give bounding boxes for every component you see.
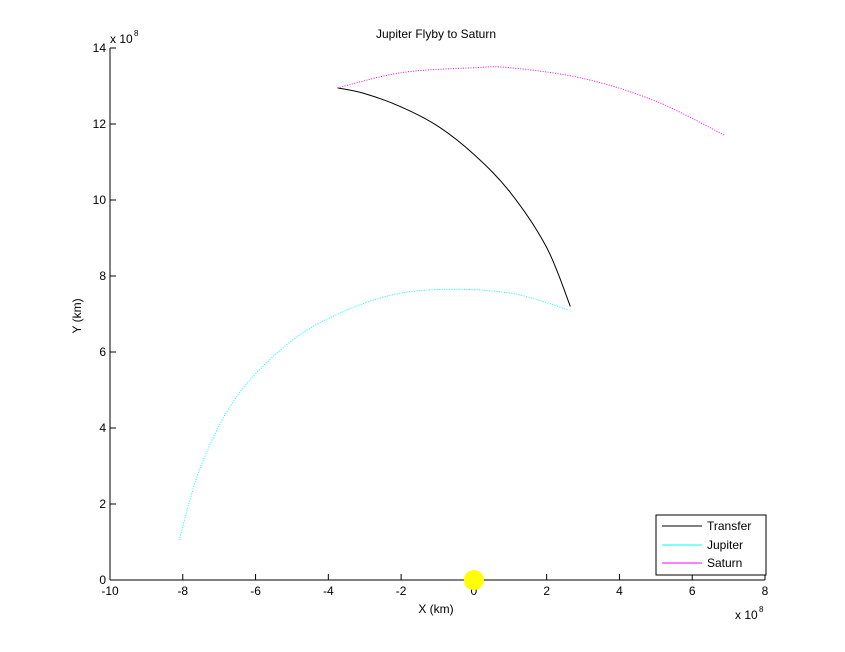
y-tick-label: 14 bbox=[93, 41, 107, 55]
y-exponent: x 10 8 bbox=[110, 29, 139, 46]
legend-label-saturn: Saturn bbox=[707, 556, 742, 570]
legend-label-jupiter: Jupiter bbox=[707, 538, 743, 552]
x-tick-label: -10 bbox=[101, 584, 119, 598]
y-exponent-base: x 10 bbox=[110, 32, 133, 46]
sun-marker bbox=[463, 570, 484, 590]
y-tick-label: 6 bbox=[99, 345, 106, 359]
x-tick-label: 4 bbox=[616, 584, 623, 598]
chart-title: Jupiter Flyby to Saturn bbox=[376, 27, 496, 41]
y-tick-label: 0 bbox=[99, 573, 106, 587]
series-line-transfer bbox=[337, 87, 571, 307]
x-tick-label: -6 bbox=[250, 584, 261, 598]
series-line-jupiter bbox=[178, 288, 569, 541]
legend-item-saturn: Saturn bbox=[662, 556, 742, 570]
x-exponent-base: x 10 bbox=[735, 608, 758, 622]
x-tick-label: -4 bbox=[323, 584, 334, 598]
y-axis-label: Y (km) bbox=[70, 298, 84, 333]
legend: Transfer Jupiter Saturn bbox=[655, 514, 767, 576]
x-tick-label: -2 bbox=[396, 584, 407, 598]
y-tick-label: 4 bbox=[99, 421, 106, 435]
y-tick-label: 8 bbox=[99, 269, 106, 283]
y-tick-label: 10 bbox=[93, 193, 107, 207]
x-exponent-power: 8 bbox=[759, 605, 764, 614]
y-tick-label: 2 bbox=[99, 497, 106, 511]
plot-area: -10 -8 -6 -4 -2 0 2 4 6 8 0 2 4 6 8 10 12 14 bbox=[93, 41, 769, 598]
y-tick-label: 12 bbox=[93, 117, 107, 131]
x-exponent: x 10 8 bbox=[735, 605, 764, 622]
legend-label-transfer: Transfer bbox=[707, 519, 751, 533]
x-tick-label: -8 bbox=[177, 584, 188, 598]
x-tick-label: 8 bbox=[762, 584, 769, 598]
x-tick-label: 2 bbox=[543, 584, 550, 598]
x-tick-label: 0 bbox=[471, 584, 478, 598]
legend-item-jupiter: Jupiter bbox=[662, 538, 743, 552]
legend-item-transfer: Transfer bbox=[662, 519, 751, 533]
series-line-saturn bbox=[337, 66, 726, 136]
x-tick-label: 6 bbox=[689, 584, 696, 598]
y-exponent-power: 8 bbox=[134, 29, 139, 38]
x-axis-label: X (km) bbox=[418, 602, 453, 616]
